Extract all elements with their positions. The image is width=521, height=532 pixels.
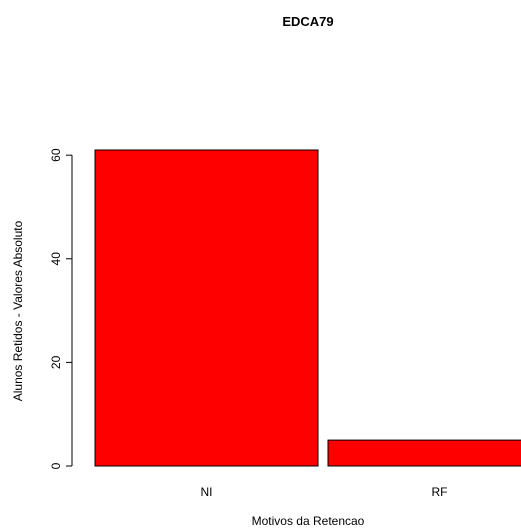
x-tick-labels: NI RF — [201, 485, 448, 499]
y-axis: 0 20 40 60 — [49, 148, 73, 469]
y-tick-label-20: 20 — [49, 355, 63, 369]
y-tick-label-60: 60 — [49, 148, 63, 162]
bar-ni — [94, 149, 319, 467]
x-tick-label-ni: NI — [201, 485, 213, 499]
x-tick-label-rf: RF — [432, 485, 448, 499]
y-tick-label-40: 40 — [49, 252, 63, 266]
chart-title: EDCA79 — [282, 14, 333, 29]
x-axis-label: Motivos da Retencao — [252, 514, 365, 528]
y-tick-label-0: 0 — [49, 462, 63, 469]
bars-group — [94, 149, 521, 467]
bar-rf — [327, 439, 521, 467]
y-axis-label: Alunos Retidos - Valores Absoluto — [11, 220, 25, 401]
